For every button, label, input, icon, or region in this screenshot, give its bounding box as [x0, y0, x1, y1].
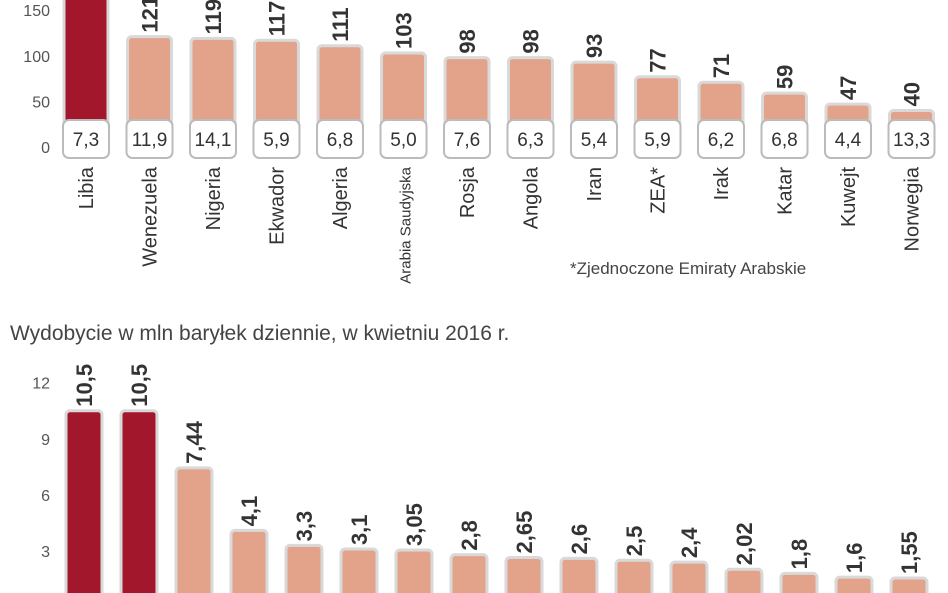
bar — [504, 555, 544, 593]
value-box — [824, 119, 872, 159]
value-box — [443, 119, 491, 159]
y-tick-label: 6 — [41, 488, 50, 505]
box-label: 5,9 — [263, 130, 289, 151]
value-label: 10,5 — [127, 364, 152, 407]
x-tick-label: Norwegia — [902, 166, 924, 251]
value-box — [697, 119, 745, 159]
y-tick-label: 3 — [41, 544, 50, 561]
box-label: 5,4 — [581, 130, 608, 151]
bar — [339, 547, 379, 593]
value-box — [316, 119, 364, 159]
value-label: 77 — [646, 48, 671, 72]
box-label: 4,4 — [835, 130, 862, 151]
value-box — [760, 119, 809, 159]
bar — [669, 560, 709, 593]
value-label: 103 — [392, 12, 417, 49]
value-label: 119 — [201, 0, 226, 34]
value-box — [887, 119, 936, 159]
value-label: 117 — [265, 1, 290, 37]
bar — [394, 548, 434, 593]
value-box — [62, 119, 110, 159]
value-label: 2,65 — [512, 511, 537, 554]
value-label: 111 — [328, 7, 353, 41]
x-tick-label: Wenezuela — [140, 166, 162, 267]
bar — [229, 528, 269, 593]
value-label: 3,3 — [292, 511, 317, 542]
bar — [119, 409, 159, 593]
value-label: 3,1 — [347, 514, 372, 545]
box-label: 6,3 — [517, 130, 543, 151]
value-box — [633, 119, 682, 159]
value-label: 98 — [519, 29, 544, 53]
value-label: 59 — [773, 65, 798, 89]
bar — [614, 558, 654, 593]
bar — [64, 409, 104, 593]
box-label: 7,6 — [454, 130, 480, 151]
box-label: 5,0 — [390, 130, 416, 151]
box-label: 13,3 — [893, 130, 930, 151]
value-label: 2,6 — [567, 524, 592, 555]
value-label: 71 — [709, 54, 734, 78]
bar — [174, 466, 214, 593]
box-label: 6,8 — [327, 130, 353, 151]
value-label: 93 — [582, 34, 607, 58]
value-label: 98 — [455, 29, 480, 53]
value-label: 2,02 — [732, 522, 757, 565]
y-tick-label: 0 — [41, 140, 50, 157]
y-tick-label: 12 — [32, 376, 50, 393]
value-box — [379, 119, 428, 159]
y-tick-label: 150 — [23, 3, 50, 20]
value-label: 4,1 — [237, 496, 262, 527]
x-tick-label: Algeria — [330, 166, 352, 229]
x-tick-label: Nigeria — [203, 166, 225, 230]
footnote: *Zjednoczone Emiraty Arabskie — [570, 259, 806, 278]
value-label: 1,55 — [897, 531, 922, 574]
box-label: 6,2 — [708, 130, 734, 151]
chart-title: Wydobycie w mln baryłek dziennie, w kwie… — [10, 322, 509, 345]
x-tick-label: Katar — [775, 167, 797, 215]
box-label: 11,9 — [132, 130, 168, 151]
x-tick-label: ZEA* — [648, 167, 670, 214]
x-tick-label: Kuwejt — [838, 167, 860, 227]
bar — [559, 556, 599, 593]
box-label: 5,9 — [644, 130, 670, 151]
y-tick-label: 9 — [41, 432, 50, 449]
box-label: 7,3 — [73, 130, 99, 151]
value-box — [125, 119, 174, 159]
value-label: 10,5 — [72, 364, 97, 407]
y-tick-label: 50 — [32, 94, 50, 111]
y-tick-label: 100 — [23, 49, 50, 66]
x-tick-label: Rosja — [457, 166, 479, 218]
value-label: 40 — [900, 82, 925, 106]
value-box — [189, 119, 237, 159]
value-label: 1,6 — [842, 542, 867, 573]
value-label: 2,5 — [622, 526, 647, 557]
value-label: 3,05 — [402, 503, 427, 546]
value-label: 47 — [836, 76, 861, 100]
value-label: 2,4 — [677, 527, 702, 558]
bar — [284, 543, 324, 593]
x-tick-label: Irak — [711, 166, 733, 200]
box-label: 14,1 — [195, 130, 232, 151]
bar — [889, 576, 929, 593]
bar — [449, 553, 489, 593]
bar — [834, 575, 874, 593]
x-tick-label: Iran — [584, 167, 606, 201]
value-box — [252, 119, 301, 159]
value-label: 121 — [138, 0, 163, 33]
value-box — [506, 119, 555, 159]
value-label: 2,8 — [457, 520, 482, 551]
bar — [779, 571, 819, 593]
box-label: 6,8 — [771, 130, 797, 151]
value-label: 7,44 — [182, 420, 207, 464]
value-box — [570, 119, 618, 159]
x-tick-label: Ekwador — [267, 167, 289, 245]
bar — [724, 567, 764, 593]
x-tick-label: Arabia Saudyjska — [398, 166, 415, 283]
x-tick-label: Angola — [521, 166, 543, 229]
x-tick-label: Libia — [76, 166, 98, 209]
value-label: 1,8 — [787, 539, 812, 570]
